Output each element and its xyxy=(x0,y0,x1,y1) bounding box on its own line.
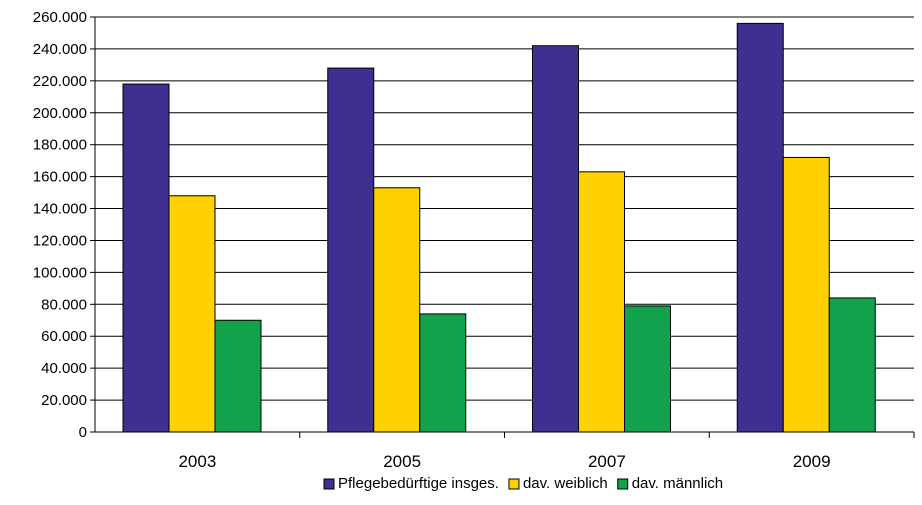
bar-dav-m-nnlich-2003 xyxy=(214,319,262,433)
y-tick-label: 60.000 xyxy=(41,328,87,345)
bar-dav-weiblich-2007 xyxy=(578,171,625,433)
bar-pflegebed-rftige-insges--2005 xyxy=(327,67,375,433)
y-tick-label: 40.000 xyxy=(41,360,87,377)
bar-dav-m-nnlich-2009 xyxy=(828,297,876,433)
y-tick-label: 260.000 xyxy=(33,9,87,26)
y-tick-label: 240.000 xyxy=(33,41,87,58)
y-tick-label: 20.000 xyxy=(41,392,87,409)
legend-label: dav. männlich xyxy=(632,475,723,492)
x-tick-label: 2003 xyxy=(178,452,216,471)
bar-dav-m-nnlich-2007 xyxy=(624,305,671,433)
bar-pflegebed-rftige-insges--2009 xyxy=(736,22,784,433)
bar-dav-weiblich-2003 xyxy=(168,195,216,433)
y-tick-label: 80.000 xyxy=(41,296,87,313)
legend: Pflegebedürftige insges. dav. weiblich dav… xyxy=(323,475,723,492)
legend-item: Pflegebedürftige insges. xyxy=(323,475,499,492)
bar-dav-weiblich-2009 xyxy=(782,156,830,433)
legend-item: dav. männlich xyxy=(617,475,723,492)
y-tick-label: 120.000 xyxy=(33,232,87,249)
legend-item: dav. weiblich xyxy=(508,475,608,492)
legend-label: dav. weiblich xyxy=(523,475,608,492)
bar-dav-m-nnlich-2005 xyxy=(419,313,467,433)
y-tick-label: 100.000 xyxy=(33,264,87,281)
y-tick-label: 200.000 xyxy=(33,105,87,122)
y-tick-label: 140.000 xyxy=(33,201,87,218)
y-tick-label: 180.000 xyxy=(33,137,87,154)
axes: 0 20.000 40.000 60.000 80.000 100.000 120.000 1… xyxy=(33,9,915,471)
legend-swatch xyxy=(508,478,520,490)
bar-dav-weiblich-2005 xyxy=(373,187,421,433)
x-tick-label: 2007 xyxy=(588,452,626,471)
y-tick-label: 220.000 xyxy=(33,73,87,90)
legend-swatch xyxy=(617,478,629,490)
bars xyxy=(122,22,876,433)
x-tick-label: 2005 xyxy=(383,452,421,471)
legend-swatch xyxy=(323,478,335,490)
legend-label: Pflegebedürftige insges. xyxy=(338,475,499,492)
bar-pflegebed-rftige-insges--2003 xyxy=(122,83,170,433)
y-tick-label: 0 xyxy=(79,424,87,441)
y-tick-label: 160.000 xyxy=(33,169,87,186)
bar-pflegebed-rftige-insges--2007 xyxy=(532,45,579,433)
x-tick-label: 2009 xyxy=(793,452,831,471)
